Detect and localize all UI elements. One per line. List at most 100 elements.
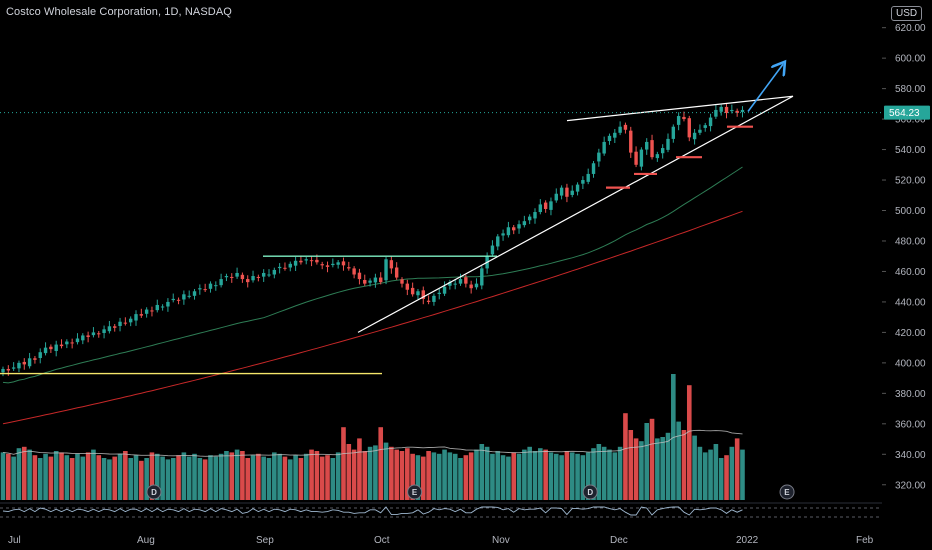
candle-body (448, 282, 452, 286)
candle-body (442, 286, 447, 294)
candle-body (123, 322, 128, 324)
candle-body (256, 276, 261, 278)
volume-bar (585, 452, 591, 500)
candle-body (629, 130, 633, 153)
volume-bar (373, 445, 378, 500)
candle-body (660, 148, 665, 154)
x-tick-label: Sep (256, 535, 274, 546)
x-tick-label: Nov (492, 535, 510, 546)
candle-body (182, 294, 186, 300)
volume-bar (319, 456, 325, 500)
candle-body (394, 267, 399, 278)
candle-body (735, 110, 739, 113)
volume-bar (718, 458, 724, 500)
event-marker-badge (779, 484, 795, 500)
candle-body (400, 279, 404, 284)
y-tick-label: 560.00 (895, 115, 926, 126)
candle-body (597, 152, 601, 162)
candle-body (549, 201, 553, 210)
event-marker-label: D (587, 488, 593, 497)
candle-body (432, 295, 436, 302)
candle-body (27, 358, 32, 367)
candle-body (224, 276, 229, 278)
volume-bar (96, 455, 102, 500)
volume-bar (197, 458, 203, 500)
volume-bar (697, 446, 703, 500)
volume-bar (218, 453, 224, 500)
volume-bar (500, 455, 506, 500)
candle-body (214, 285, 218, 287)
candle-body (405, 283, 410, 290)
candle-body (522, 221, 527, 226)
volume-bar (154, 453, 160, 500)
candle-body (607, 135, 612, 142)
candle-body (160, 306, 165, 308)
candle-body (639, 149, 644, 167)
candle-body (235, 272, 239, 277)
y-tick-label: 600.00 (895, 54, 926, 65)
volume-bar (655, 438, 660, 500)
volume-bar (436, 453, 442, 500)
volume-bar (660, 437, 665, 500)
volume-bar (11, 456, 16, 500)
volume-bar (729, 446, 735, 500)
candle-body (113, 326, 117, 328)
volume-bar (702, 452, 708, 500)
x-tick-label: Aug (137, 535, 155, 546)
candle-body (666, 138, 670, 150)
volume-bar (495, 451, 501, 500)
volume-bar (479, 444, 485, 500)
candle-body (22, 361, 26, 365)
candle-body (1, 368, 5, 373)
volume-bar (734, 438, 740, 500)
candle-body (33, 358, 37, 360)
volume-bar (484, 446, 490, 500)
volume-bar (277, 453, 282, 500)
currency-badge[interactable]: USD (891, 6, 923, 21)
volume-bar (410, 453, 415, 500)
volume-bar (649, 418, 655, 500)
candle-body (81, 335, 85, 341)
volume-bar (538, 448, 543, 500)
candle-body (559, 187, 564, 196)
volume-bar (186, 456, 192, 500)
candle-body (437, 292, 441, 295)
volume-bar (112, 456, 118, 500)
candle-body (565, 187, 569, 197)
candle-body (267, 274, 271, 276)
volume-bar (272, 452, 277, 500)
last-price-tag (884, 105, 930, 120)
volume-bar (389, 446, 394, 500)
volume-bar (53, 451, 59, 500)
candle-body (118, 321, 122, 326)
oscillator-pane (0, 502, 882, 518)
y-tick-label: 480.00 (895, 236, 926, 247)
volume-bar (511, 452, 517, 500)
candle-body (581, 180, 585, 184)
ma-50-line (2, 166, 743, 384)
candle-body (421, 290, 425, 299)
volume-bar (133, 455, 139, 500)
volume-bar (266, 458, 272, 500)
event-marker-label: E (784, 488, 790, 497)
volume-bar (64, 455, 70, 500)
volume-bar (383, 442, 389, 500)
volume-bar (32, 455, 38, 500)
y-tick-label: 620.00 (895, 23, 926, 34)
y-tick-label: 380.00 (895, 389, 926, 400)
axes: 320.00 340.00 360.00 380.00 400.00 420.00 440.… (8, 23, 930, 546)
candle-body (474, 283, 479, 288)
volume-bar (623, 413, 628, 500)
candle-body (347, 267, 351, 269)
volume-bar (43, 453, 48, 500)
volume-bar (330, 458, 336, 500)
volume-bar (0, 452, 6, 500)
volume-bar (357, 438, 362, 500)
candle-body (97, 333, 101, 335)
y-tick-label: 420.00 (895, 328, 926, 339)
candle-body (698, 129, 702, 133)
volume-bar (165, 459, 171, 500)
volume-bar (724, 455, 729, 500)
